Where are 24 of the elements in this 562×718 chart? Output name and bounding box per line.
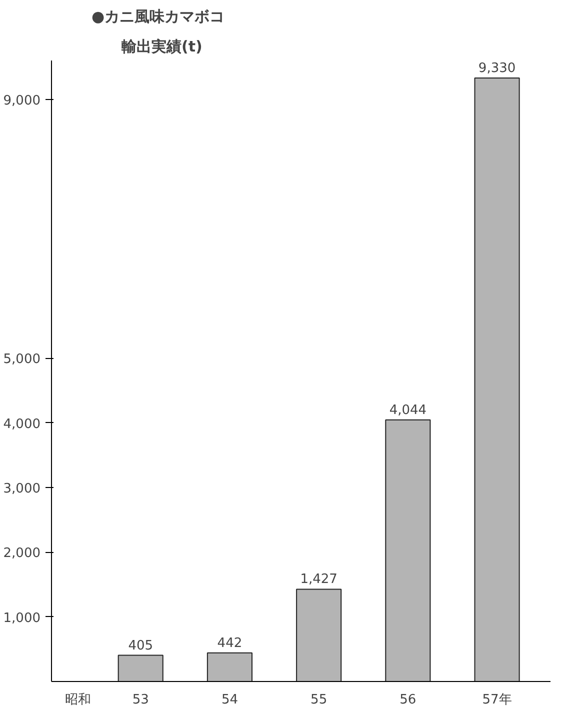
bar (118, 654, 164, 682)
chart-subtitle: 輸出実績(t) (120, 38, 202, 56)
data-label: 405 (128, 638, 154, 654)
x-tick-label: 54 (221, 692, 238, 708)
x-tick-label: 57年 (482, 692, 512, 708)
y-tick-label: 2,000 (3, 546, 40, 562)
data-label: 442 (217, 636, 242, 651)
chart-title: ●カニ風味カマボコ (92, 8, 225, 26)
bar (296, 588, 342, 682)
y-tick-label: 4,000 (3, 416, 40, 432)
x-tick-label: 53 (132, 692, 149, 708)
data-label: 4,044 (389, 402, 427, 418)
x-tick-label: 56 (400, 692, 416, 708)
y-tick-label: 5,000 (3, 352, 40, 368)
bar (385, 419, 431, 682)
y-tick-label: 1,000 (3, 610, 40, 626)
y-tick-label: 3,000 (3, 481, 40, 496)
x-tick-label: 55 (310, 692, 328, 708)
text: 昭和 (65, 692, 92, 708)
bar (474, 77, 520, 682)
y-tick-label: 9,000 (3, 93, 40, 108)
data-label: 9,330 (478, 60, 516, 76)
bar (206, 652, 252, 682)
data-label: 1,427 (300, 572, 338, 588)
